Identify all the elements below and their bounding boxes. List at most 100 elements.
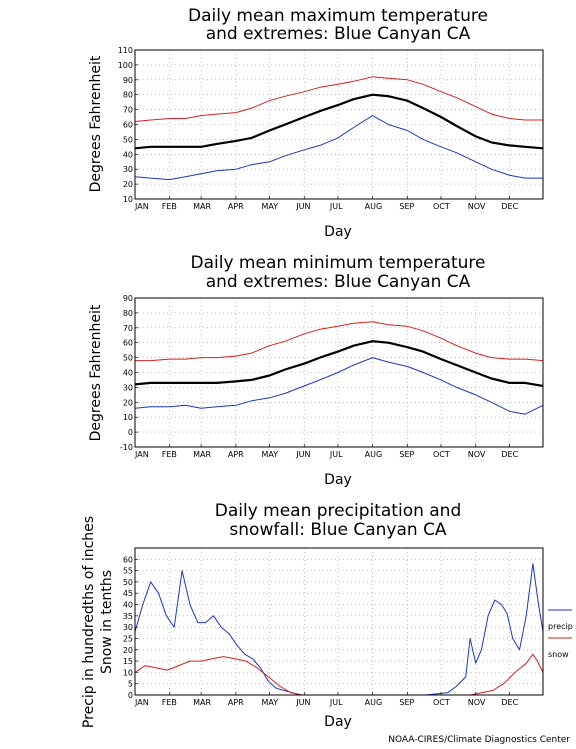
chart-title-line-2: and extremes: Blue Canyan CA	[206, 272, 471, 292]
x-tick-label: OCT	[433, 202, 450, 211]
x-tick-label: JAN	[134, 202, 149, 211]
series-line-0	[134, 76, 543, 122]
y-tick-label: 25	[123, 634, 133, 643]
y-tick-label: 30	[123, 623, 133, 632]
x-tick-label: FEB	[162, 450, 177, 459]
y-tick-label: 110	[118, 46, 133, 55]
x-tick-label: JUN	[295, 202, 310, 211]
x-tick-label: JUL	[329, 698, 343, 707]
y-tick-label: 10	[123, 195, 133, 204]
x-axis-label: Day	[324, 224, 352, 240]
y-tick-label: 50	[123, 135, 133, 144]
y-tick-label: 60	[123, 555, 133, 564]
x-tick-label: OCT	[433, 450, 450, 459]
x-tick-label: FEB	[162, 698, 177, 707]
x-axis-label: Day	[324, 472, 352, 488]
x-tick-label: JUN	[295, 450, 310, 459]
y-axis-label: Degrees Fahrenheit	[88, 55, 104, 192]
y-tick-label: 45	[123, 589, 133, 598]
panel-precip: Daily mean precipitation and snowfall: B…	[81, 501, 573, 730]
chart-title-line-1: Daily mean maximum temperature	[188, 6, 488, 26]
plot-frame	[134, 297, 544, 448]
x-tick-label: MAY	[262, 450, 279, 459]
chart-title-line-1: Daily mean precipitation and	[215, 501, 462, 521]
series-line-1	[134, 93, 544, 150]
y-tick-label: 50	[123, 578, 133, 587]
y-axis-label-line-1: Precip in hundredths of inches	[81, 516, 97, 728]
y-tick-label: 60	[123, 339, 133, 348]
y-tick-label: 0	[128, 691, 133, 700]
x-tick-label: NOV	[468, 450, 486, 459]
x-tick-label: SEP	[399, 450, 414, 459]
y-tick-label: 90	[123, 294, 133, 303]
x-tick-label: MAY	[262, 698, 279, 707]
y-tick-label: -10	[120, 443, 133, 452]
x-tick-label: APR	[228, 450, 244, 459]
plot-area-max: 10 20 30 40 50 60 70 80 90 100 110 JAN FEB MAR APR MAY J…	[118, 46, 544, 211]
y-tick-label: 35	[123, 612, 133, 621]
x-tick-label: APR	[228, 698, 244, 707]
x-tick-label: JAN	[134, 450, 149, 459]
y-tick-label: 40	[123, 369, 133, 378]
y-tick-label: 50	[123, 354, 133, 363]
x-tick-label: JUL	[329, 202, 343, 211]
legend-precip-label: precip	[548, 622, 573, 631]
y-tick-label: 80	[123, 309, 133, 318]
x-tick-label: APR	[228, 202, 244, 211]
y-tick-label: 90	[123, 76, 133, 85]
y-tick-label: 55	[123, 567, 133, 576]
series-precip-line	[134, 563, 544, 696]
panel-max-temp: Daily mean maximum temperature and extre…	[88, 6, 544, 240]
credit-text: NOAA-CIRES/Climate Diagnostics Center	[388, 735, 570, 745]
y-tick-label: 15	[123, 657, 133, 666]
y-tick-label: 5	[128, 680, 133, 689]
y-tick-label: 20	[123, 180, 133, 189]
y-tick-label: 40	[123, 150, 133, 159]
y-tick-label: 30	[123, 165, 133, 174]
x-tick-label: JUN	[295, 698, 310, 707]
x-tick-label: AUG	[365, 698, 383, 707]
x-tick-label: MAR	[193, 450, 211, 459]
x-tick-label: MAR	[193, 698, 211, 707]
x-tick-label: OCT	[433, 698, 450, 707]
x-tick-label: AUG	[365, 202, 383, 211]
plot-frame	[134, 547, 544, 696]
x-tick-label: DEC	[501, 202, 518, 211]
chart-title-line-2: snowfall: Blue Canyan CA	[229, 520, 447, 540]
chart-title-line-2: and extremes: Blue Canyan CA	[206, 24, 471, 44]
x-tick-label: MAR	[193, 202, 211, 211]
plot-frame	[134, 49, 544, 200]
panel-min-temp: Daily mean minimum temperature and extre…	[88, 253, 544, 488]
series-line-2	[134, 357, 544, 415]
y-axis-label: Degrees Fahrenheit	[88, 304, 104, 441]
legend-snow-label: snow	[548, 650, 569, 659]
x-tick-label: DEC	[501, 450, 518, 459]
y-tick-label: 30	[123, 383, 133, 392]
series-line-2	[134, 115, 543, 181]
y-tick-label: 0	[128, 428, 133, 437]
x-tick-label: SEP	[399, 698, 414, 707]
series-line-1	[134, 340, 544, 387]
x-tick-label: FEB	[162, 202, 177, 211]
series-snow-line	[134, 653, 544, 696]
x-tick-label: JAN	[134, 698, 149, 707]
x-tick-label: AUG	[365, 450, 383, 459]
y-tick-label: 70	[123, 324, 133, 333]
y-tick-label: 60	[123, 121, 133, 130]
x-tick-label: JUL	[329, 450, 343, 459]
y-tick-label: 80	[123, 91, 133, 100]
series-line-0	[135, 321, 544, 362]
y-tick-label: 40	[123, 601, 133, 610]
plot-area-min: -10 0 10 20 30 40 50 60 70 80 90 JAN FEB MAR APR MAY JUN…	[120, 294, 544, 459]
y-tick-label: 100	[118, 61, 133, 70]
y-tick-label: 10	[123, 413, 133, 422]
plot-area-precip: 0 5 10 15 20 25 30 35 40 45 50 55 60 JAN FEB MAR APR MAY J…	[123, 547, 544, 707]
x-axis-label: Day	[324, 714, 352, 730]
x-tick-label: MAY	[262, 202, 279, 211]
y-tick-label: 70	[123, 106, 133, 115]
x-tick-label: SEP	[399, 202, 414, 211]
y-tick-label: 10	[123, 668, 133, 677]
y-tick-label: 20	[123, 646, 133, 655]
x-tick-label: DEC	[501, 698, 518, 707]
